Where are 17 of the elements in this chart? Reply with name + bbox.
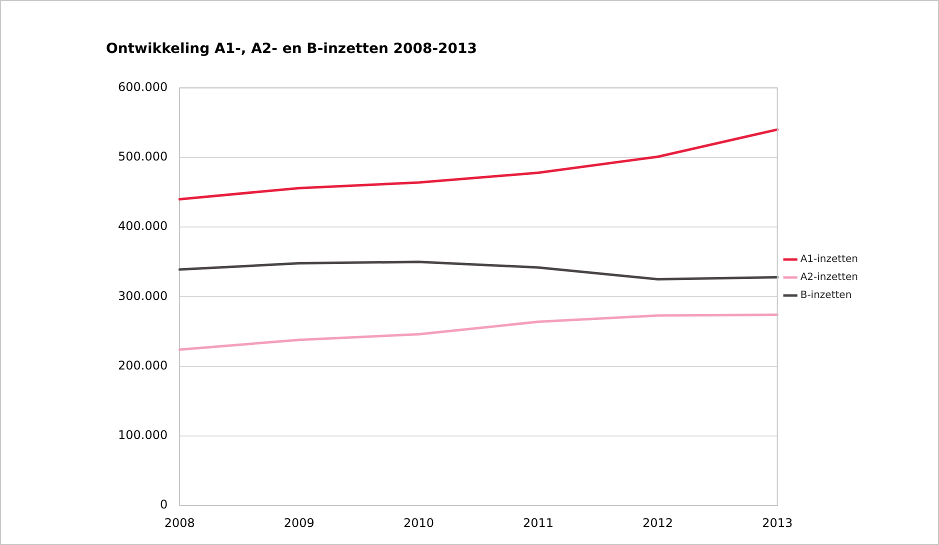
y-tick-label: 400.000 (118, 219, 168, 234)
chart-title: Ontwikkeling A1-, A2- en B-inzetten 2008-2013 (106, 41, 478, 58)
x-tick-label: 2011 (522, 516, 554, 530)
y-tick-label: 100.000 (118, 428, 168, 442)
x-tick-label: 2008 (164, 516, 195, 530)
y-tick-label: 300.000 (118, 288, 168, 303)
x-tick-label: 2010 (403, 516, 434, 530)
x-tick-label: 2012 (642, 516, 674, 530)
x-tick-label: 2009 (284, 516, 314, 530)
legend-label: B-inzetten (800, 290, 852, 302)
y-tick-label: 600.000 (118, 80, 168, 94)
x-tick-label: 2013 (762, 516, 793, 530)
y-tick-label: 500.000 (118, 150, 168, 164)
legend-label: A1-inzetten (800, 254, 858, 266)
y-tick-label: 200.000 (118, 358, 168, 372)
y-tick-label: 0 (160, 498, 168, 512)
legend-label: A2-inzetten (800, 272, 858, 284)
